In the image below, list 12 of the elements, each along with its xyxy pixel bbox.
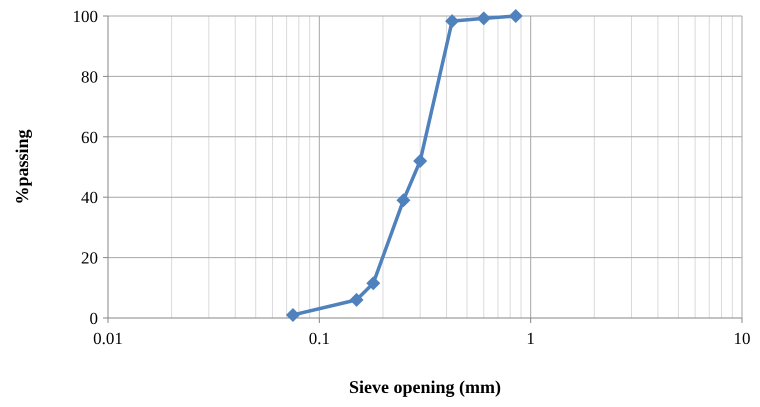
x-tick-label: 0.1 [308, 329, 330, 348]
y-axis-title: %passing [12, 129, 32, 205]
x-tick-label: 1 [526, 329, 535, 348]
y-tick-label: 0 [90, 308, 98, 328]
x-axis-title: Sieve opening (mm) [349, 377, 501, 397]
x-tick-label: 0.01 [93, 329, 123, 348]
y-tick-label: 60 [81, 128, 98, 147]
y-tick-label: 80 [81, 67, 98, 86]
y-tick-label: 40 [81, 188, 98, 208]
y-tick-label: 100 [72, 6, 98, 26]
x-tick-label: 10 [734, 329, 750, 348]
y-tick-label: 20 [81, 248, 98, 268]
